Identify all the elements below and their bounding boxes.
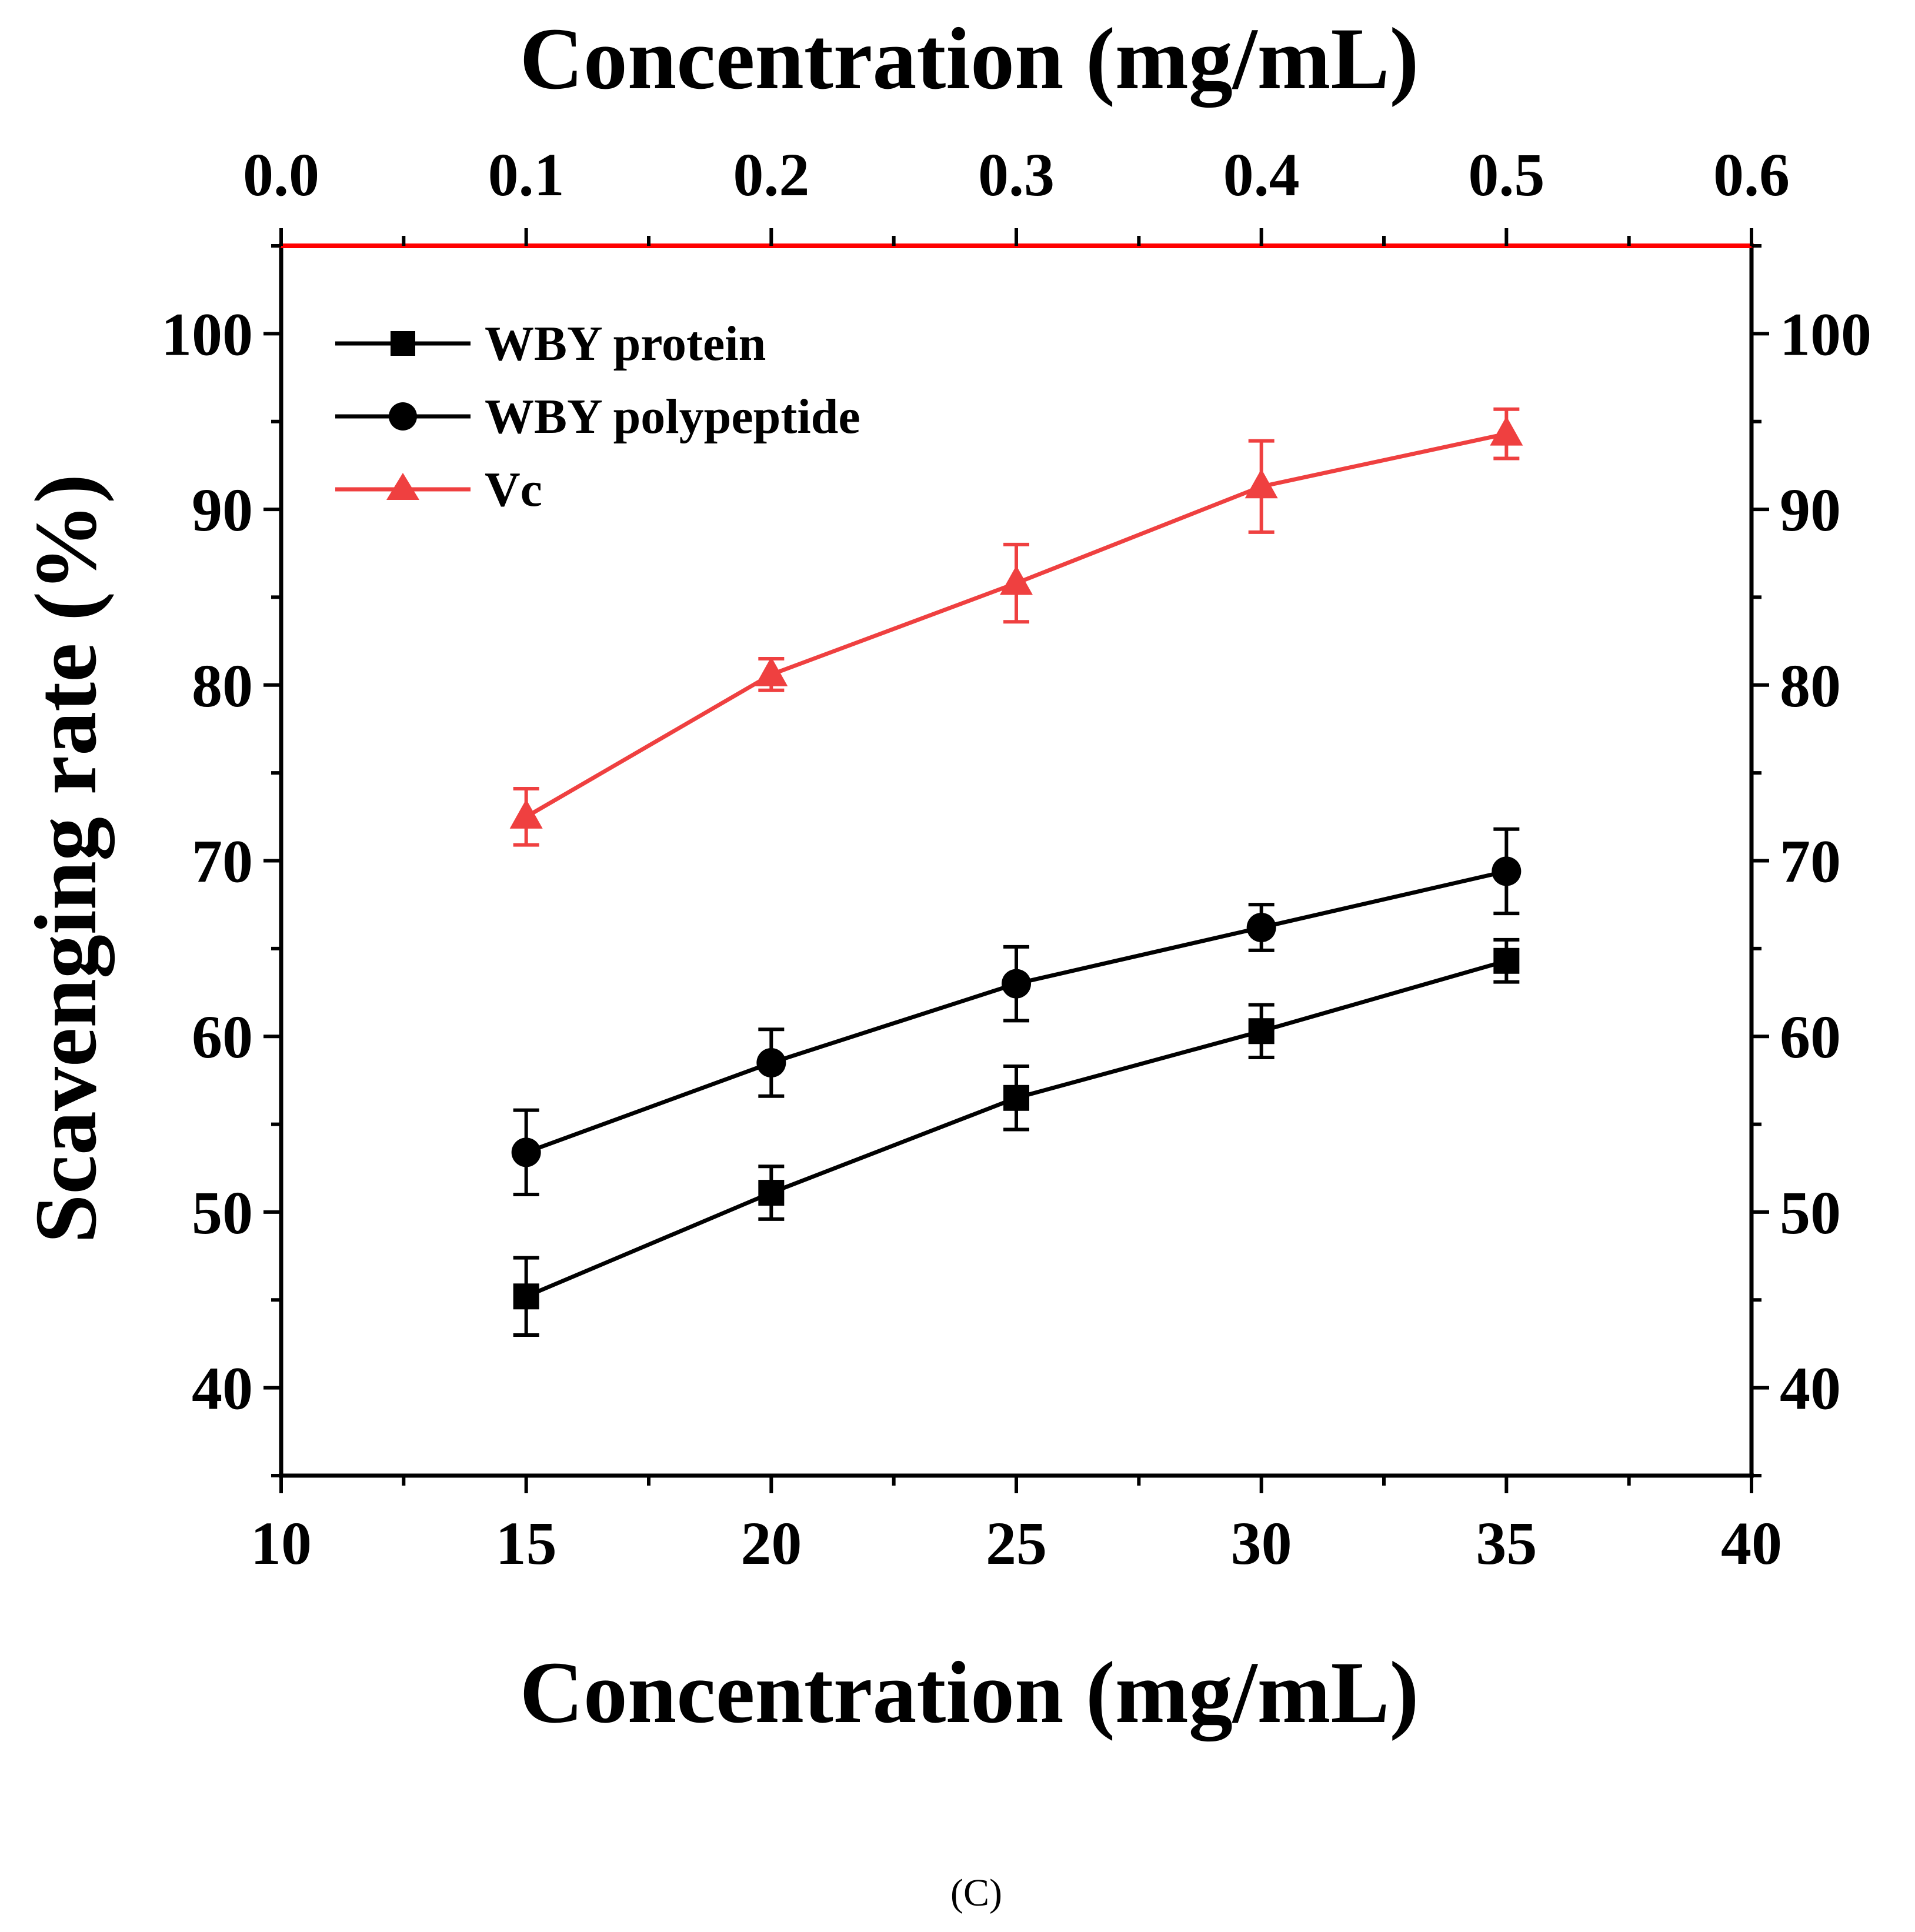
data-point-circle [1492,856,1522,886]
data-point-circle [1246,913,1276,943]
x-tick-label-bottom: 25 [986,1510,1047,1577]
legend: WBY protein WBY polypeptide Vc [335,316,860,517]
data-point-circle [1002,969,1031,999]
series-wby-polypeptide [511,827,1522,1197]
y-tick-label-left: 40 [192,1355,253,1423]
data-point-triangle [1000,565,1033,595]
legend-label-vc: Vc [485,462,542,517]
y-tick-label-right: 70 [1780,828,1841,896]
y-tick-label-right: 50 [1780,1179,1841,1247]
data-point-triangle [1245,469,1278,499]
series-line [525,432,1507,819]
x-tick-label-bottom: 40 [1721,1510,1782,1577]
x-tick-label-bottom: 30 [1231,1510,1292,1577]
legend-label-wby-polypeptide: WBY polypeptide [485,389,860,444]
data-point-square [513,1283,539,1310]
series-wby-protein [513,937,1520,1337]
data-point-triangle [1490,416,1523,446]
circle-marker-icon [389,402,417,431]
x-axis-title-top: Concentration (mg/mL) [520,10,1419,108]
series-vc [509,407,1523,847]
legend-label-wby-protein: WBY protein [485,316,766,371]
y-tick-label-right: 90 [1780,476,1841,544]
y-tick-label-right: 100 [1780,301,1871,368]
y-tick-label-right: 60 [1780,1003,1841,1071]
y-tick-label-left: 100 [161,301,253,368]
x-tick-label-bottom: 20 [740,1510,802,1577]
series-layer [509,407,1523,1337]
y-tick-label-left: 70 [192,828,253,896]
data-point-square [1003,1085,1029,1111]
data-point-triangle [755,656,788,686]
x-tick-label-top: 0.3 [978,141,1055,209]
data-point-square [1493,947,1520,974]
x-axis-title-bottom: Concentration (mg/mL) [520,1644,1419,1741]
x-tick-label-bottom: 10 [251,1510,312,1577]
axis-ticks: 10 15 20 25 30 35 40 0.0 0.1 0.2 0.3 0.4 0.5 0.6 40 40 5… [161,141,1871,1577]
y-tick-label-right: 80 [1780,652,1841,720]
x-tick-label-top: 0.1 [488,141,565,209]
y-tick-label-right: 40 [1780,1355,1841,1423]
x-tick-label-bottom: 35 [1476,1510,1537,1577]
square-marker-icon [391,331,415,356]
legend-item-vc: Vc [335,462,542,517]
x-tick-label-top: 0.2 [733,141,809,209]
y-tick-label-left: 50 [192,1179,253,1247]
x-tick-label-bottom: 15 [496,1510,557,1577]
panel-label: (C) [950,1871,1002,1914]
y-tick-label-left: 60 [192,1003,253,1071]
y-tick-label-left: 80 [192,652,253,720]
data-point-circle [511,1137,541,1167]
data-point-triangle [509,799,543,829]
y-tick-label-left: 90 [192,476,253,544]
triangle-marker-icon [386,473,419,500]
data-point-circle [756,1048,786,1078]
data-point-square [1248,1018,1275,1045]
x-tick-label-top: 0.0 [243,141,319,209]
legend-item-wby-protein: WBY protein [335,316,766,371]
y-axis-title: Scavenging rate (%) [17,474,115,1243]
x-tick-label-top: 0.6 [1713,141,1790,209]
x-tick-label-top: 0.5 [1468,141,1544,209]
legend-item-wby-polypeptide: WBY polypeptide [335,389,860,444]
data-point-square [758,1180,785,1206]
x-tick-label-top: 0.4 [1223,141,1300,209]
